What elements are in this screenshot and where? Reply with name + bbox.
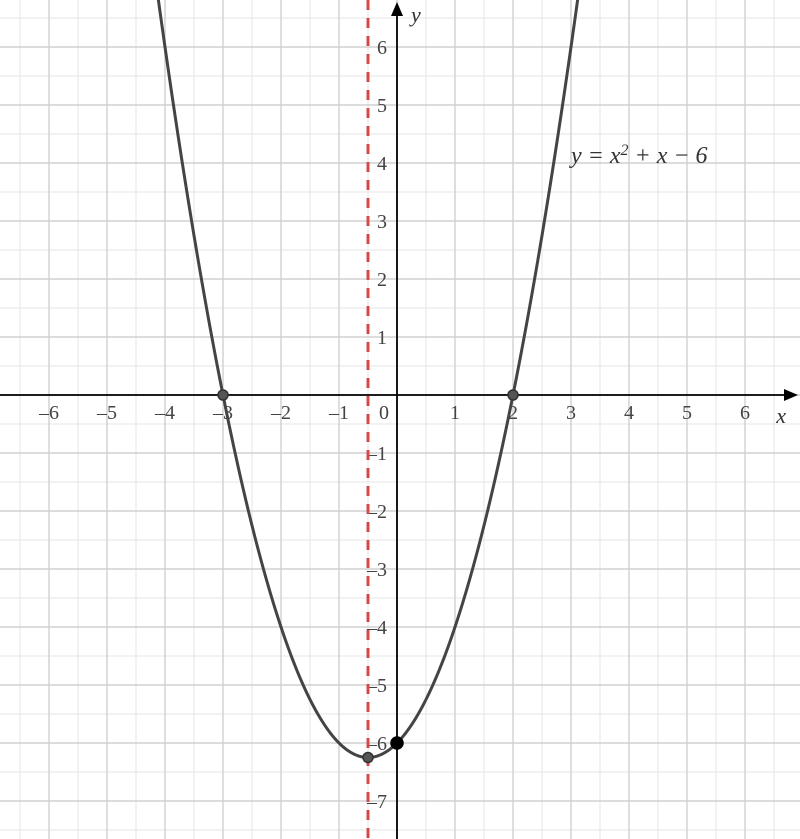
x-tick-label: –4 xyxy=(154,402,175,424)
point-marker xyxy=(218,390,228,400)
y-tick-label: 2 xyxy=(377,269,387,291)
parabola-chart: –6–5–4–3–2–10123456–7–6–5–4–3–2–1123456x… xyxy=(0,0,800,839)
y-tick-label: 3 xyxy=(377,211,387,233)
x-axis-label: x xyxy=(775,403,786,428)
point-marker xyxy=(508,390,518,400)
equation-label: y = x2 + x − 6 xyxy=(569,142,708,170)
x-tick-label: 3 xyxy=(566,402,576,424)
y-tick-label: 4 xyxy=(377,153,387,175)
point-marker xyxy=(363,753,373,763)
x-tick-label: –2 xyxy=(270,402,291,424)
x-tick-label: 5 xyxy=(682,402,692,424)
chart-bg xyxy=(0,0,800,839)
x-tick-label: 6 xyxy=(740,402,750,424)
y-tick-label: 5 xyxy=(377,95,387,117)
y-tick-label: 6 xyxy=(377,37,387,59)
x-tick-label: 0 xyxy=(379,402,389,424)
x-tick-label: –3 xyxy=(212,402,233,424)
y-tick-label: 1 xyxy=(377,327,387,349)
x-tick-label: –6 xyxy=(38,402,59,424)
x-tick-label: 4 xyxy=(624,402,634,424)
x-tick-label: 1 xyxy=(450,402,460,424)
y-axis-label: y xyxy=(409,2,421,27)
x-tick-label: –5 xyxy=(96,402,117,424)
point-marker xyxy=(391,737,403,749)
x-tick-label: –1 xyxy=(328,402,349,424)
